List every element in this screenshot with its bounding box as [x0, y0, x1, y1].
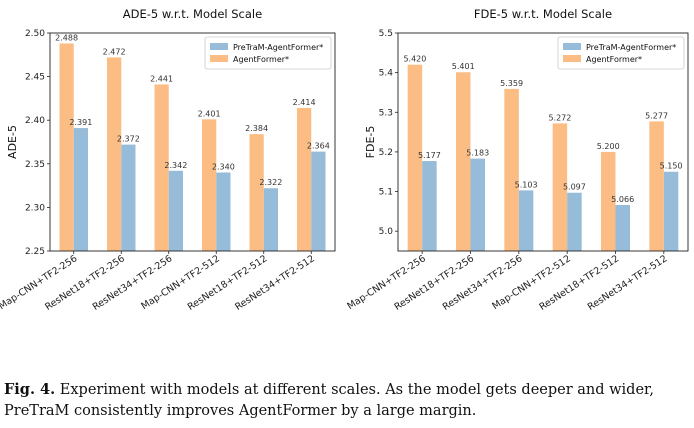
- chart-1: ADE-5 w.r.t. Model Scale ADE-5 2.25 2.30 2.3…: [0, 7, 336, 313]
- bar-agentformer: [504, 88, 519, 252]
- y-tick-label: 5.3: [379, 108, 393, 118]
- data-label-agentformer: 2.441: [150, 74, 173, 83]
- bar-pretram: [518, 190, 534, 251]
- figure-caption: Fig. 4. Experiment with models at differ…: [4, 379, 692, 422]
- bar-agentformer: [107, 57, 122, 251]
- data-label-pretram: 2.364: [307, 142, 330, 151]
- bar-agentformer: [249, 134, 264, 251]
- data-label-pretram: 5.103: [515, 180, 538, 189]
- legend: PreTraM-AgentFormer* AgentFormer*: [557, 36, 685, 70]
- y-tick-label: 2.30: [25, 203, 45, 213]
- chart-title: ADE-5 w.r.t. Model Scale: [123, 7, 262, 21]
- x-tick-label: ResNet18+TF2-256: [43, 253, 127, 313]
- y-tick-label: 5.5: [379, 29, 393, 39]
- x-tick-label: ResNet18+TF2-256: [393, 253, 477, 313]
- y-axis-label: ADE-5: [6, 125, 19, 159]
- data-label-agentformer: 5.359: [500, 79, 523, 88]
- chart-title: FDE-5 w.r.t. Model Scale: [474, 7, 612, 21]
- bar-pretram: [73, 128, 88, 251]
- bar-pretram: [567, 192, 582, 251]
- y-tick-label: 5.4: [379, 69, 394, 79]
- data-label-agentformer: 5.277: [645, 111, 668, 120]
- x-tick-label: Map-CNN+TF2-256: [0, 253, 79, 312]
- chart-2: FDE-5 w.r.t. Model Scale FDE-5 5.0 5.1 5.2 5.…: [345, 7, 689, 313]
- y-tick-label: 5.1: [379, 188, 393, 198]
- y-tick-label: 5.0: [379, 227, 394, 237]
- data-label-pretram: 2.322: [259, 178, 282, 187]
- bar-agentformer: [154, 84, 169, 251]
- y-axis-label: FDE-5: [364, 126, 377, 159]
- x-tick-label: ResNet34+TF2-256: [441, 253, 525, 313]
- legend-box: [557, 36, 685, 70]
- data-label-agentformer: 5.272: [548, 113, 571, 122]
- data-label-pretram: 2.372: [117, 135, 140, 144]
- data-label-pretram: 5.183: [466, 149, 489, 158]
- data-label-pretram: 5.150: [660, 162, 683, 171]
- data-label-pretram: 2.340: [212, 163, 235, 172]
- bar-pretram: [168, 170, 183, 251]
- legend-swatch: [210, 55, 228, 62]
- x-tick-label: Map-CNN+TF2-256: [345, 253, 427, 312]
- bar-pretram: [422, 161, 437, 251]
- x-tick-label: ResNet34+TF2-512: [233, 253, 317, 313]
- legend-swatch: [563, 55, 581, 62]
- bar-agentformer: [202, 119, 217, 251]
- caption-label: Fig. 4.: [4, 381, 56, 398]
- data-label-pretram: 5.097: [563, 183, 586, 192]
- data-label-agentformer: 2.488: [55, 33, 78, 42]
- bar-pretram: [311, 151, 326, 251]
- y-tick-label: 2.25: [25, 247, 45, 257]
- bar-agentformer: [601, 151, 616, 251]
- data-label-pretram: 5.066: [611, 195, 634, 204]
- data-label-pretram: 5.177: [418, 151, 441, 160]
- data-label-pretram: 2.342: [164, 161, 187, 170]
- bar-agentformer: [456, 72, 471, 252]
- x-tick-label: ResNet34+TF2-512: [586, 253, 670, 313]
- y-tick-label: 2.45: [25, 73, 45, 83]
- x-tick-label: ResNet18+TF2-512: [538, 253, 622, 313]
- x-tick-label: ResNet34+TF2-256: [91, 253, 175, 313]
- y-tick-label: 2.35: [25, 160, 45, 170]
- y-tick-label: 2.40: [25, 116, 45, 126]
- x-tick-label: ResNet18+TF2-512: [186, 253, 270, 313]
- bar-agentformer: [649, 121, 664, 251]
- y-tick-label: 2.50: [25, 29, 45, 39]
- x-tick-label: Map-CNN+TF2-512: [139, 253, 221, 312]
- bar-agentformer: [407, 64, 423, 251]
- bar-pretram: [615, 205, 630, 251]
- data-label-pretram: 2.391: [69, 118, 92, 127]
- bar-pretram: [216, 172, 231, 251]
- bar-agentformer: [297, 107, 312, 251]
- data-label-agentformer: 5.420: [403, 55, 426, 64]
- plot-frame: [49, 32, 336, 252]
- data-label-agentformer: 2.384: [245, 124, 268, 133]
- bar-agentformer: [552, 123, 568, 251]
- legend-swatch: [563, 43, 581, 50]
- data-label-agentformer: 2.414: [293, 98, 316, 107]
- legend-label: PreTraM-AgentFormer*: [233, 43, 323, 52]
- legend-label: AgentFormer*: [586, 55, 642, 64]
- plot-frame: [397, 32, 689, 252]
- x-tick-label: Map-CNN+TF2-512: [490, 253, 572, 312]
- data-label-agentformer: 2.401: [198, 109, 221, 118]
- y-tick-label: 5.2: [379, 148, 393, 158]
- bar-pretram: [470, 158, 485, 251]
- legend: PreTraM-AgentFormer* AgentFormer*: [204, 36, 332, 70]
- data-label-agentformer: 2.472: [103, 47, 126, 56]
- bar-agentformer: [59, 43, 74, 251]
- legend-swatch: [210, 43, 228, 50]
- caption-text: Experiment with models at different scal…: [4, 382, 654, 419]
- bar-pretram: [121, 144, 136, 251]
- data-label-agentformer: 5.200: [597, 142, 620, 151]
- legend-box: [204, 36, 332, 70]
- legend-label: PreTraM-AgentFormer*: [586, 43, 676, 52]
- bar-pretram: [663, 171, 679, 251]
- legend-label: AgentFormer*: [233, 55, 289, 64]
- bar-pretram: [263, 188, 278, 251]
- data-label-agentformer: 5.401: [452, 62, 475, 71]
